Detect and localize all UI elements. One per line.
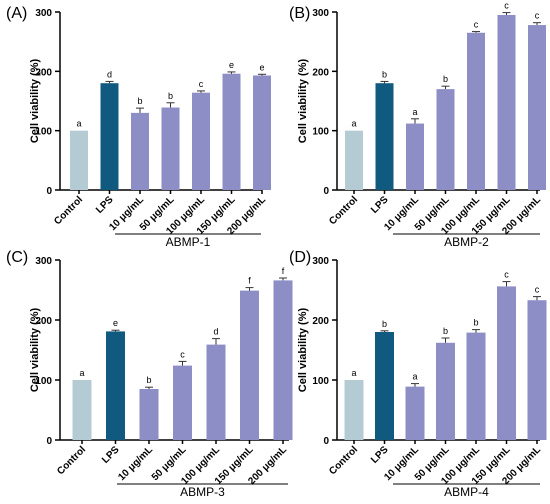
panel-label: (D) xyxy=(289,249,311,266)
group-label: ABMP-1 xyxy=(166,235,211,249)
category-label: Control xyxy=(327,444,360,477)
significance-letter: b xyxy=(443,74,448,84)
bar-5 xyxy=(206,344,226,440)
category-label: LPS xyxy=(369,194,391,216)
y-tick-label: 200 xyxy=(312,67,329,78)
significance-letter: b xyxy=(168,91,173,101)
bar-7 xyxy=(273,280,293,440)
y-axis-label: Cell viability (%) xyxy=(29,307,41,392)
significance-letter: c xyxy=(535,285,540,295)
bar-6 xyxy=(497,286,516,440)
significance-letter: a xyxy=(412,107,417,117)
y-tick-label: 200 xyxy=(35,67,52,78)
y-tick-label: 0 xyxy=(46,186,52,197)
significance-letter: a xyxy=(351,368,356,378)
significance-letter: b xyxy=(146,375,151,385)
y-axis-label: Cell viability (%) xyxy=(297,307,309,392)
significance-letter: d xyxy=(107,69,112,79)
bar-7 xyxy=(527,300,547,440)
category-label: Control xyxy=(55,444,88,477)
significance-letter: a xyxy=(351,119,356,129)
chart-panel-1: (A) 0 100 200 300 Cell viability (%) a Control d… xyxy=(6,5,271,249)
significance-letter: f xyxy=(248,276,251,286)
significance-letter: a xyxy=(412,372,417,382)
chart-panel-4: (D) 0 100 200 300 Cell viability (%) a Control b… xyxy=(289,249,547,499)
bar-3 xyxy=(131,112,149,190)
bar-2 xyxy=(375,332,394,440)
chart-panel-3: (C) 0 100 200 300 Cell viability (%) a Control e… xyxy=(6,249,293,499)
significance-letter: e xyxy=(229,60,234,70)
bar-7 xyxy=(253,75,271,190)
y-tick-label: 0 xyxy=(323,186,329,197)
group-label: ABMP-2 xyxy=(444,235,489,249)
category-label: LPS xyxy=(369,444,391,466)
significance-letter: e xyxy=(113,318,118,328)
y-tick-label: 100 xyxy=(35,127,52,138)
panel-label: (C) xyxy=(6,249,28,266)
bar-6 xyxy=(222,73,241,190)
significance-letter: f xyxy=(282,266,285,276)
chart-panel-2: (B) 0 100 200 300 Cell viability (%) a Control b… xyxy=(289,1,546,249)
y-tick-label: 0 xyxy=(46,436,52,447)
significance-letter: b xyxy=(443,326,448,336)
y-tick-label: 100 xyxy=(35,376,52,387)
panel-label: (B) xyxy=(289,5,310,22)
bar-4 xyxy=(436,342,455,440)
y-tick-label: 300 xyxy=(35,256,52,267)
bar-1 xyxy=(70,130,88,190)
category-label: Control xyxy=(327,194,360,227)
significance-letter: c xyxy=(180,349,185,359)
significance-letter: c xyxy=(474,20,479,30)
bar-2 xyxy=(100,83,119,190)
significance-letter: c xyxy=(535,11,540,21)
bar-4 xyxy=(173,365,192,440)
bar-5 xyxy=(466,332,486,440)
category-label: LPS xyxy=(94,194,116,216)
significance-letter: c xyxy=(199,79,204,89)
category-label: 10 μg/mL xyxy=(116,444,155,483)
bar-4 xyxy=(161,107,180,190)
y-axis-label: Cell viability (%) xyxy=(29,58,41,143)
y-tick-label: 0 xyxy=(323,436,329,447)
bar-5 xyxy=(192,92,210,190)
y-tick-label: 300 xyxy=(312,8,329,19)
significance-letter: b xyxy=(382,69,387,79)
y-tick-label: 100 xyxy=(312,127,329,138)
bar-7 xyxy=(528,25,546,191)
category-label: LPS xyxy=(100,444,122,466)
y-tick-label: 200 xyxy=(312,316,329,327)
bar-3 xyxy=(406,123,424,190)
significance-letter: a xyxy=(76,119,81,129)
bar-2 xyxy=(106,331,125,440)
significance-letter: b xyxy=(473,318,478,328)
significance-letter: b xyxy=(137,96,142,106)
y-tick-label: 200 xyxy=(35,316,52,327)
significance-letter: b xyxy=(382,319,387,329)
significance-letter: a xyxy=(79,368,84,378)
bar-2 xyxy=(375,83,394,190)
y-axis-label: Cell viability (%) xyxy=(297,58,309,143)
significance-letter: c xyxy=(504,1,509,11)
bar-1 xyxy=(72,380,92,440)
bar-4 xyxy=(436,89,455,190)
significance-letter: d xyxy=(213,327,218,337)
bar-6 xyxy=(240,290,259,440)
group-label: ABMP-3 xyxy=(180,485,225,499)
bar-1 xyxy=(345,130,363,190)
category-label: Control xyxy=(52,194,85,227)
bar-3 xyxy=(139,389,159,440)
bar-6 xyxy=(497,14,516,191)
bar-3 xyxy=(405,386,425,440)
bar-5 xyxy=(467,32,485,191)
group-label: ABMP-4 xyxy=(444,485,489,499)
significance-letter: e xyxy=(259,62,264,72)
y-tick-label: 300 xyxy=(312,256,329,267)
y-tick-label: 300 xyxy=(35,8,52,19)
bar-1 xyxy=(344,380,364,440)
panel-label: (A) xyxy=(6,5,27,22)
significance-letter: c xyxy=(504,270,509,280)
y-tick-label: 100 xyxy=(312,376,329,387)
